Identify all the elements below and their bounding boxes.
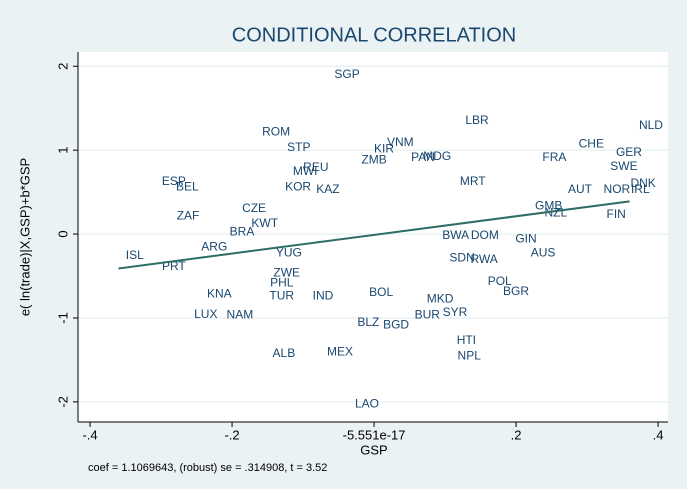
x-tick-label: -5.551e-17 [343, 427, 406, 442]
country-point: MKD [427, 292, 454, 306]
country-point: AUS [531, 246, 556, 260]
country-point: SYR [443, 305, 468, 319]
country-point: AUT [568, 182, 593, 196]
country-point: BOL [369, 285, 393, 299]
y-axis-label: e( ln(trade)|X,GSP)+b*GSP [17, 158, 32, 316]
country-point: BEL [176, 179, 199, 193]
country-point: MWI [293, 164, 318, 178]
country-point: ZWE [273, 266, 300, 280]
country-point: BGD [383, 318, 409, 332]
country-point: SWE [610, 159, 637, 173]
country-point: PHL [270, 276, 294, 290]
x-tick-label: -.4 [82, 427, 97, 442]
country-point: REU [303, 160, 328, 174]
country-point: KAZ [316, 182, 339, 196]
country-point: NAM [227, 308, 254, 322]
country-point: DNK [630, 176, 655, 190]
country-point: ESP [162, 174, 186, 188]
y-tick-label: 0 [55, 230, 70, 237]
country-point: POL [488, 274, 512, 288]
country-point: MEX [327, 345, 353, 359]
country-point: ALB [273, 346, 296, 360]
country-point: MDG [423, 149, 451, 163]
x-tick-label: .2 [511, 427, 522, 442]
country-point: YUG [276, 246, 302, 260]
country-point: CHE [579, 136, 604, 150]
country-point: NOR [604, 182, 631, 196]
chart-title: CONDITIONAL CORRELATION [232, 24, 516, 46]
country-point: FRA [542, 150, 566, 164]
country-point: NPL [458, 349, 482, 363]
country-point: SGP [334, 67, 359, 81]
plot-area [78, 52, 668, 422]
country-point: RWA [470, 252, 497, 266]
country-point: KNA [207, 287, 232, 301]
note: coef = 1.1069643, (robust) se = .314908,… [88, 462, 327, 474]
country-point: KIR [374, 141, 394, 155]
country-point: BUR [415, 308, 441, 322]
country-point: HTI [457, 333, 476, 347]
country-point: KOR [285, 179, 311, 193]
country-point: BRA [230, 225, 255, 239]
fit-line [118, 200, 630, 270]
country-point: VNM [387, 135, 414, 149]
country-point: LBR [465, 113, 489, 127]
x-axis-label: GSP [360, 442, 387, 457]
country-point: IRL [631, 182, 650, 196]
country-point: FIN [606, 207, 625, 221]
country-point: CZE [242, 201, 266, 215]
country-point: BGR [503, 284, 529, 298]
country-point: LUX [194, 307, 217, 321]
country-point: ARG [201, 240, 227, 254]
x-tick-label: .4 [653, 427, 664, 442]
country-point: BWA [442, 228, 469, 242]
country-point: GIN [515, 231, 536, 245]
country-point: SDN [449, 251, 474, 265]
y-tick-label: -1 [55, 312, 70, 324]
country-point: DOM [471, 228, 499, 242]
country-point: ROM [262, 125, 290, 139]
y-tick-label: 1 [55, 147, 70, 154]
country-point: KWT [251, 216, 278, 230]
country-point: ZMB [361, 152, 386, 166]
country-point: STP [287, 140, 310, 154]
country-point: PAN [411, 150, 435, 164]
country-point: GMB [535, 199, 562, 213]
x-tick-label: -.2 [224, 427, 239, 442]
country-point: TUR [269, 288, 294, 302]
country-point: NZL [544, 205, 567, 219]
country-point: MRT [460, 174, 486, 188]
country-point: NLD [639, 118, 663, 132]
y-tick-label: -2 [55, 396, 70, 408]
country-point: ISL [126, 248, 144, 262]
country-point: ZAF [177, 209, 200, 223]
country-point: BLZ [357, 315, 379, 329]
country-point: LAO [355, 397, 379, 411]
y-tick-label: 2 [55, 63, 70, 70]
country-point: IND [313, 288, 334, 302]
country-point: GER [616, 145, 642, 159]
